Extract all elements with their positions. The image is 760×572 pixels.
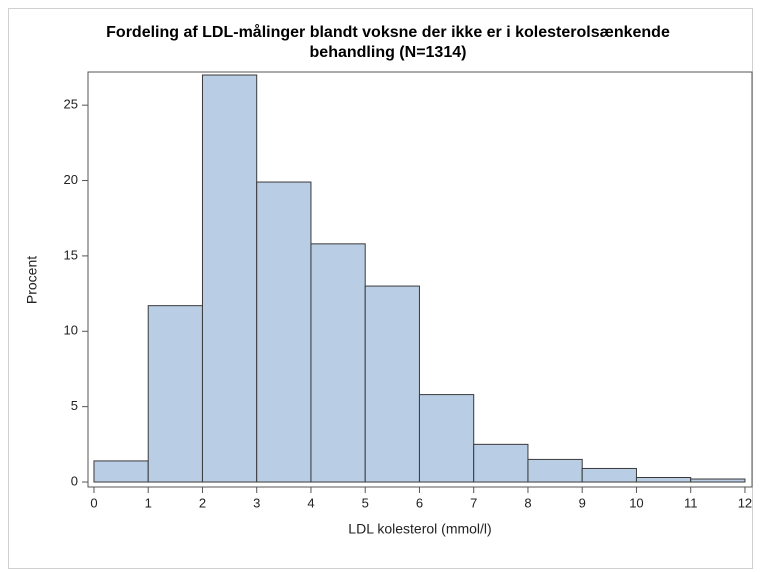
x-tick-label: 2 [199,495,206,510]
bar [256,181,312,483]
y-tick-label: 10 [64,323,78,338]
x-tick-label: 5 [362,495,369,510]
bar [310,243,366,483]
x-tick-label: 8 [524,495,531,510]
bar [690,478,746,483]
bar [581,467,637,483]
x-axis-label: LDL kolesterol (mmol/l) [348,521,491,537]
x-tick-label: 10 [629,495,643,510]
bar [527,458,583,483]
bar [635,477,692,483]
bar [364,285,420,483]
bar [147,305,203,483]
y-tick-label: 5 [71,398,78,413]
x-tick-label: 0 [90,495,97,510]
x-tick-label: 11 [684,495,698,510]
bar [473,443,529,483]
y-tick-label: 15 [64,247,78,262]
bar [418,394,475,483]
x-tick-label: 7 [470,495,477,510]
x-tick-label: 4 [307,495,314,510]
x-tick-label: 1 [145,495,152,510]
chart-title: behandling (N=1314) [310,44,467,61]
y-axis-label: Procent [24,256,40,304]
x-tick-label: 3 [253,495,260,510]
plot-frame [87,71,753,488]
y-tick-label: 20 [64,172,78,187]
x-tick-label: 12 [738,495,752,510]
y-tick-label: 0 [71,473,78,488]
bar [201,74,258,483]
y-tick-label: 25 [64,97,78,112]
bar [93,460,149,483]
x-tick-label: 9 [579,495,586,510]
chart-title: Fordeling af LDL-målinger blandt voksne … [106,23,670,41]
x-tick-label: 6 [416,495,423,510]
